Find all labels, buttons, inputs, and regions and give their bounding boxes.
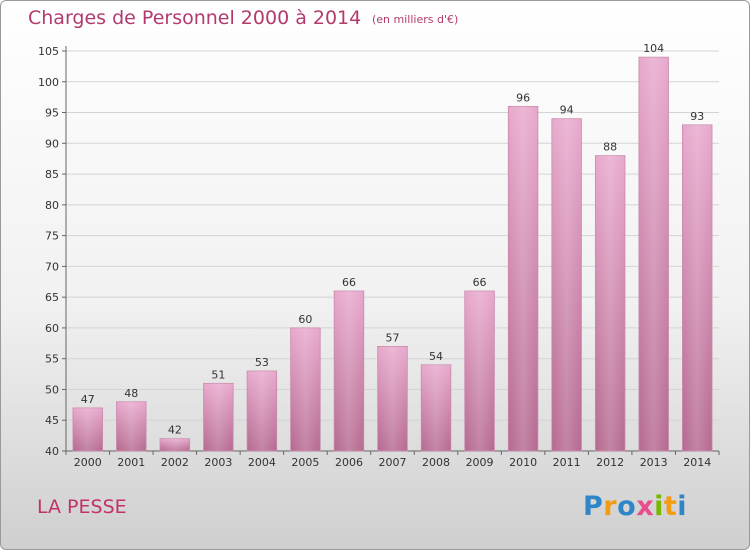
y-tick-label: 85	[45, 168, 59, 181]
bar-highlight	[290, 327, 321, 451]
bar-highlight	[595, 155, 625, 451]
x-tick-label: 2009	[466, 456, 494, 469]
y-tick-label: 105	[38, 45, 59, 58]
x-tick-label: 2001	[117, 456, 145, 469]
bar-value-label: 60	[298, 313, 312, 326]
x-tick-label: 2012	[596, 456, 624, 469]
y-tick-label: 70	[45, 260, 59, 273]
bar-value-label: 88	[603, 141, 617, 154]
logo-letter: i	[654, 491, 664, 522]
bar-value-label: 66	[342, 276, 356, 289]
bar-highlight	[160, 438, 190, 451]
x-tick-label: 2013	[640, 456, 668, 469]
logo-letter: P	[583, 491, 604, 522]
bar-highlight	[72, 407, 103, 451]
y-tick-label: 100	[38, 76, 59, 89]
bar-value-label: 94	[560, 104, 574, 117]
y-tick-label: 95	[45, 107, 59, 120]
bar-highlight	[247, 371, 277, 451]
bar-value-label: 96	[516, 91, 530, 104]
y-tick-label: 90	[45, 137, 59, 150]
x-tick-label: 2005	[291, 456, 319, 469]
y-tick-label: 60	[45, 322, 59, 335]
bar-highlight	[334, 291, 364, 451]
bar-value-label: 66	[473, 276, 487, 289]
bar-value-label: 47	[81, 393, 95, 406]
bar-highlight	[638, 57, 669, 452]
y-tick-label: 55	[45, 353, 59, 366]
bar-highlight	[116, 401, 147, 451]
chart-subtitle: (en milliers d'€)	[372, 13, 459, 26]
y-tick-label: 45	[45, 414, 59, 427]
bar-value-label: 57	[386, 331, 400, 344]
x-tick-label: 2003	[204, 456, 232, 469]
y-tick-label: 80	[45, 199, 59, 212]
bar-value-label: 51	[211, 368, 225, 381]
x-tick-label: 2014	[683, 456, 711, 469]
y-tick-label: 65	[45, 291, 59, 304]
bar-value-label: 54	[429, 350, 443, 363]
logo-letter: x	[636, 491, 655, 522]
x-tick-label: 2004	[248, 456, 276, 469]
logo-letter: r	[603, 491, 618, 522]
proxiti-logo: Proxiti	[583, 491, 687, 522]
x-tick-label: 2006	[335, 456, 363, 469]
bar-highlight	[421, 364, 451, 451]
commune-name: LA PESSE	[37, 496, 127, 518]
logo-letter: o	[617, 491, 637, 522]
bar-highlight	[551, 118, 582, 451]
bar-highlight	[508, 106, 538, 451]
x-tick-label: 2008	[422, 456, 450, 469]
logo-letter: t	[663, 491, 678, 522]
y-tick-label: 50	[45, 383, 59, 396]
chart-title: Charges de Personnel 2000 à 2014	[28, 7, 362, 29]
x-tick-label: 2000	[74, 456, 102, 469]
x-tick-label: 2011	[553, 456, 581, 469]
bar-value-label: 93	[690, 110, 704, 123]
logo-letter: i	[677, 491, 688, 522]
bar-value-label: 104	[643, 42, 664, 55]
x-tick-label: 2010	[509, 456, 537, 469]
bar-value-label: 53	[255, 356, 269, 369]
x-tick-label: 2007	[379, 456, 407, 469]
bar-value-label: 42	[168, 424, 182, 437]
bar-highlight	[682, 124, 713, 451]
bar-value-label: 48	[124, 387, 138, 400]
x-tick-label: 2002	[161, 456, 189, 469]
y-tick-label: 40	[45, 445, 59, 458]
y-tick-label: 75	[45, 230, 59, 243]
bar-highlight	[464, 291, 495, 451]
bar-highlight	[203, 383, 234, 451]
bar-highlight	[377, 346, 408, 451]
